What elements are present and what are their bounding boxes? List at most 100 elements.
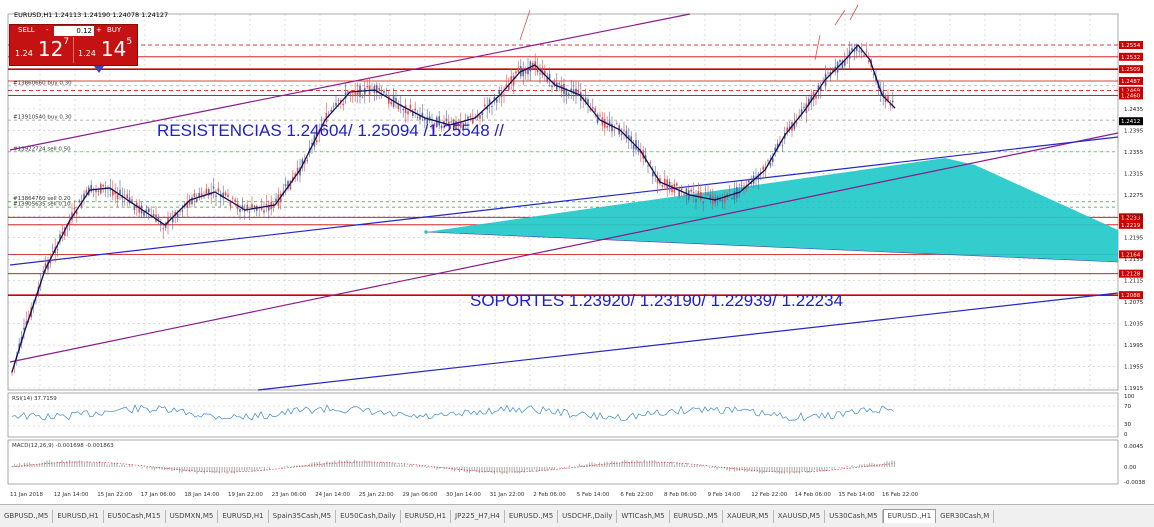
annotation-supports: SOPORTES 1.23920/ 1.23190/ 1.22939/ 1.22… <box>470 291 843 310</box>
order-label: #13910540 buy 0.30 <box>13 115 72 121</box>
chart-tab[interactable]: WTICash,M5 <box>617 509 670 523</box>
one-click-trade-panel[interactable]: SELL - 0.12 + BUY 1.24 127 1.24 145 <box>9 24 138 66</box>
chart-tab[interactable]: EURUSD,H1 <box>218 509 269 523</box>
lot-size-input[interactable]: 0.12 <box>54 26 94 36</box>
candle-body <box>56 249 59 250</box>
price-axis-label: 1.2035 <box>1124 322 1144 328</box>
candle-body <box>779 141 781 143</box>
sell-button[interactable]: 1.24 127 <box>15 37 69 61</box>
chart-tab[interactable]: EURUSD,H1 <box>401 509 452 523</box>
candle-body <box>589 109 592 111</box>
candle-body <box>647 165 649 167</box>
chart-tab[interactable]: EU50Cash,M15 <box>104 509 166 523</box>
candle-body <box>263 210 265 213</box>
candle-body <box>227 194 229 197</box>
time-axis-label: 2 Feb 06:00 <box>533 492 566 498</box>
chart-tabs: GBPUSD.,M5 EURUSD,H1 EU50Cash,M15 USDMXN,M5… <box>0 504 1154 527</box>
candle-body <box>539 72 541 74</box>
candle-body <box>217 188 220 192</box>
candle-body <box>486 106 488 110</box>
time-axis-label: 5 Feb 14:00 <box>577 492 610 498</box>
candle-body <box>594 108 596 113</box>
price-chart[interactable]: 1.25541.25321.25091.24871.24691.24601.24… <box>0 0 1154 504</box>
time-axis-label: 11 Jan 2018 <box>10 492 43 498</box>
candle-body <box>841 60 844 69</box>
macd-panel: MACD(12,26,9) -0.001698 -0.001863 0.0045 0… <box>7 439 1146 486</box>
chart-tab[interactable]: GBPUSD.,M5 <box>0 509 54 523</box>
candle-body <box>97 190 100 192</box>
price-axis-label: 1.1915 <box>1124 386 1144 392</box>
candle-body <box>666 179 668 190</box>
candle-body <box>671 185 673 193</box>
candle-body <box>251 204 253 209</box>
candle-body <box>61 231 64 234</box>
lot-decrease-icon[interactable]: - <box>46 26 49 34</box>
chart-tab[interactable]: JP225_H7,H4 <box>451 509 505 523</box>
chart-tab[interactable]: EURUSD,H1 <box>53 509 104 523</box>
rsi-axis-label: 0 <box>1124 432 1128 438</box>
candle-body <box>608 121 611 127</box>
lot-increase-icon[interactable]: + <box>96 26 102 34</box>
candle-body <box>493 96 496 100</box>
price-box-label: 1.2164 <box>1121 252 1141 258</box>
candle-body <box>757 174 760 180</box>
candle-body <box>179 210 181 212</box>
candle-body <box>887 95 889 102</box>
time-axis-label: 12 Jan 14:00 <box>54 492 89 498</box>
annotations: RESISTENCIAS 1.24604/ 1.25094 /1.25548 /… <box>157 121 843 310</box>
ma-line <box>11 44 896 373</box>
candle-body <box>162 228 164 230</box>
buy-label[interactable]: BUY <box>107 26 122 34</box>
candle-body <box>541 67 544 76</box>
chart-canvas[interactable]: 1.25541.25321.25091.24871.24691.24601.24… <box>0 0 1154 504</box>
candle-body <box>172 218 174 223</box>
candle-body <box>728 189 731 191</box>
candle-body <box>719 197 721 201</box>
candle-body <box>407 111 409 115</box>
time-axis-label: 15 Feb 14:00 <box>838 492 875 498</box>
chart-tab[interactable]: EURUSD.,H1 <box>882 509 937 523</box>
candle-body <box>544 70 546 76</box>
candle-body <box>330 110 332 112</box>
candle-body <box>820 87 822 91</box>
candle-body <box>114 191 116 194</box>
candle-body <box>743 185 745 187</box>
candle-body <box>632 145 635 150</box>
price-box-label: 1.2128 <box>1121 272 1141 278</box>
candle-body <box>337 99 340 101</box>
chart-tab[interactable]: US30Cash,M5 <box>825 509 883 523</box>
chart-tab[interactable]: Spain35Cash,M5 <box>269 509 337 523</box>
chart-tab[interactable]: EURUSD.,M5 <box>670 509 723 523</box>
candle-body <box>347 91 349 95</box>
candle-body <box>620 133 623 135</box>
candle-body <box>246 204 248 210</box>
candle-body <box>196 199 198 202</box>
candle-body <box>73 207 76 210</box>
chart-tab[interactable]: XAUUSD,M5 <box>774 509 826 523</box>
candle-body <box>481 112 484 116</box>
buy-price-big: 14 <box>100 37 127 61</box>
candle-body <box>388 95 390 104</box>
candle-body <box>774 147 776 152</box>
candle-body <box>721 199 724 202</box>
candle-body <box>767 160 769 162</box>
chart-tab[interactable]: USDMXN,M5 <box>166 509 219 523</box>
chart-tab[interactable]: EURUSD.,M5 <box>505 509 559 523</box>
candle-body <box>112 189 114 196</box>
buy-button[interactable]: 1.24 145 <box>78 37 132 61</box>
chart-tab[interactable]: EU50Cash,Daily <box>336 509 401 523</box>
chart-tab[interactable]: USDCHF.,Daily <box>558 509 618 523</box>
candle-body <box>500 92 503 97</box>
candle-body <box>724 195 726 203</box>
candle-body <box>428 116 431 121</box>
candle-body <box>416 116 419 118</box>
sell-label[interactable]: SELL <box>18 26 35 34</box>
chart-tab[interactable]: XAUEUR,M5 <box>723 509 774 523</box>
candle-body <box>160 222 162 225</box>
macd-signal <box>11 461 895 473</box>
candle-body <box>716 196 719 200</box>
candle-body <box>553 80 556 86</box>
time-axis-label: 12 Feb 22:00 <box>751 492 788 498</box>
chart-tab[interactable]: GER30Cash,M <box>936 509 995 523</box>
